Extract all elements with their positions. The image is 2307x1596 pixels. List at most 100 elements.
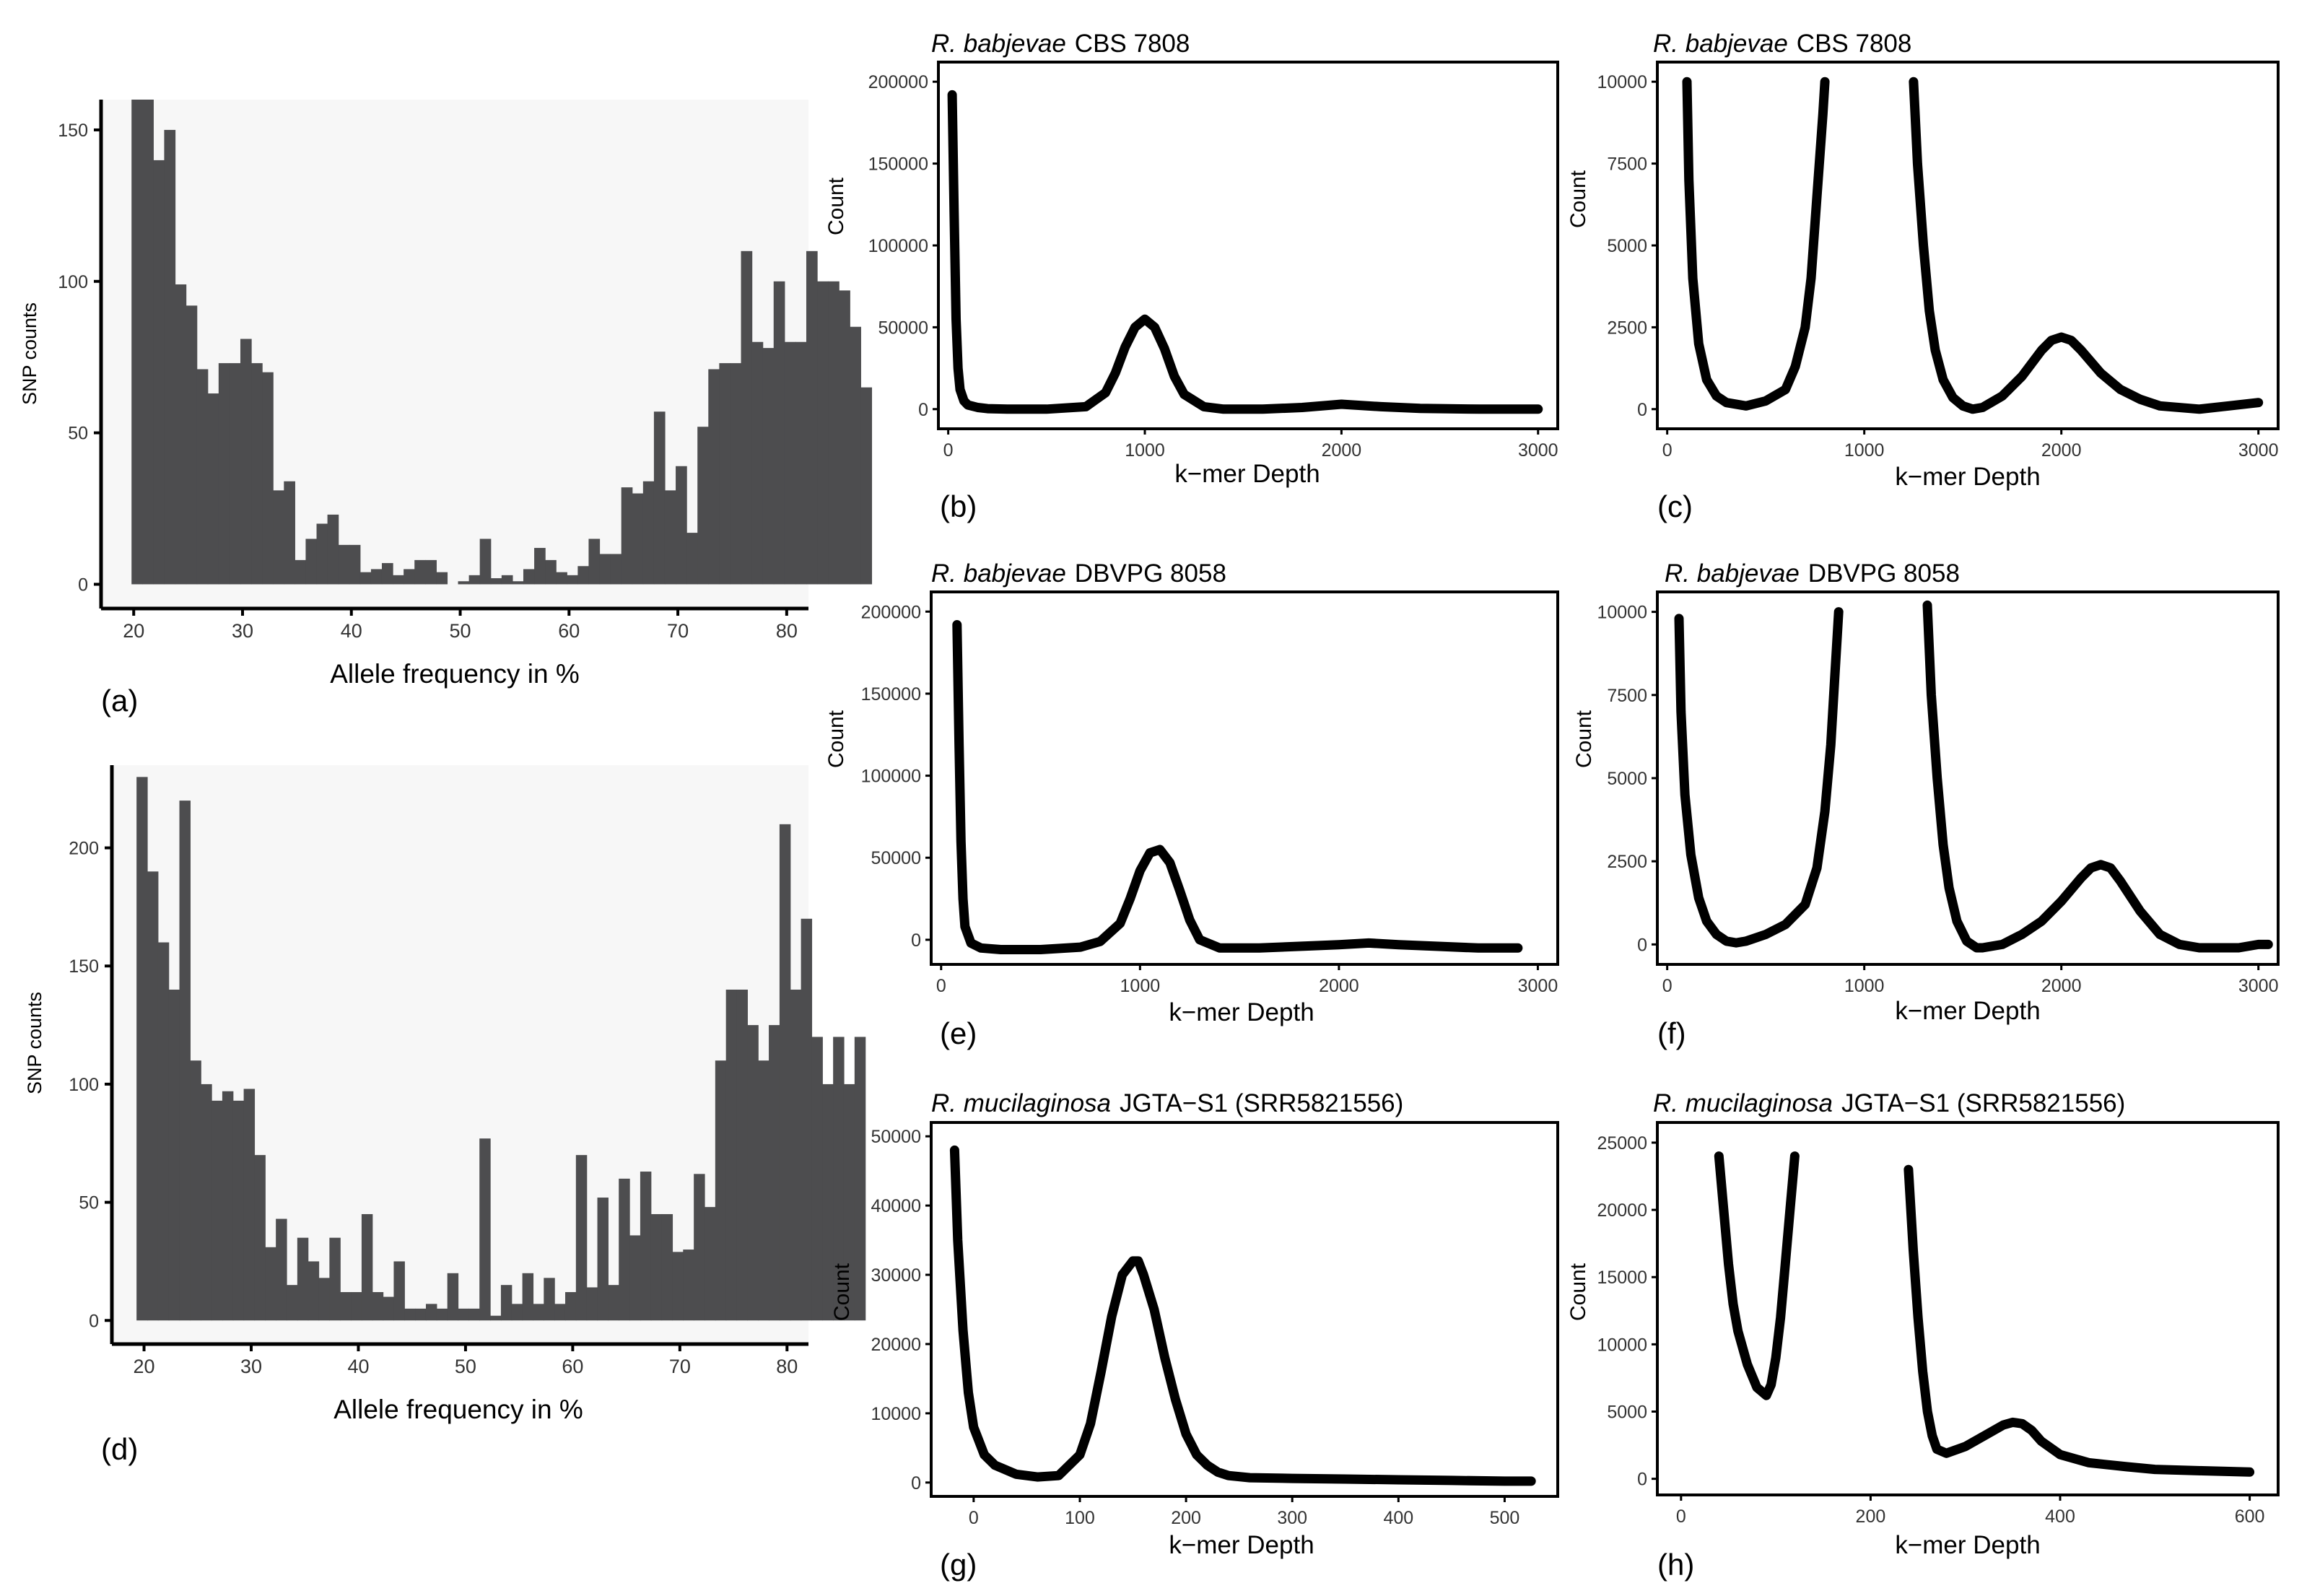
histogram-bar bbox=[619, 1178, 630, 1321]
panel-d: 0 50 100 150 200 20 30 40 50 60 70 80 Allele frequ… bbox=[24, 765, 866, 1466]
y-tick-label: 150000 bbox=[868, 154, 928, 175]
x-tick-label: 60 bbox=[562, 1356, 583, 1377]
y-tick-label: 2500 bbox=[1607, 318, 1647, 338]
histogram-bar bbox=[240, 339, 252, 585]
histogram-bar bbox=[327, 514, 339, 585]
kmer-curve bbox=[1682, 77, 1830, 411]
panel-f-x-axis-title: k−mer Depth bbox=[1895, 997, 2040, 1025]
x-tick-label: 3000 bbox=[2238, 440, 2279, 461]
histogram-bar bbox=[588, 538, 601, 585]
kmer-curve bbox=[947, 90, 1543, 414]
histogram-bar bbox=[500, 1285, 513, 1321]
y-tick-label: 100000 bbox=[861, 767, 921, 787]
histogram-bar bbox=[201, 1083, 212, 1321]
histogram-bar bbox=[640, 1172, 652, 1321]
y-tick-label: 7500 bbox=[1607, 154, 1647, 175]
x-tick-label: 2000 bbox=[1322, 440, 1362, 461]
panel-e-label: (e) bbox=[940, 1016, 977, 1050]
y-tick-label: 50000 bbox=[871, 1127, 921, 1147]
y-tick-label: 0 bbox=[78, 575, 88, 595]
x-tick-label: 0 bbox=[1662, 440, 1673, 461]
histogram-bar bbox=[544, 1278, 555, 1321]
histogram-bar bbox=[211, 1100, 223, 1321]
panel-f-label: (f) bbox=[1657, 1016, 1686, 1050]
panel-h-title-species: R. mucilaginosa bbox=[1653, 1089, 1833, 1117]
panel-h-curve bbox=[1714, 1151, 2255, 1477]
panel-b-label: (b) bbox=[940, 489, 977, 523]
x-tick-label: 40 bbox=[341, 620, 362, 642]
panel-b-curve bbox=[947, 90, 1543, 414]
histogram-bar bbox=[751, 341, 764, 585]
histogram-bar bbox=[359, 572, 372, 585]
histogram-bar bbox=[262, 372, 274, 585]
kmer-curve bbox=[1903, 1164, 2255, 1477]
panel-c-title-strain: CBS 7808 bbox=[1797, 30, 1912, 58]
histogram-bar bbox=[522, 1273, 534, 1321]
y-tick-label: 0 bbox=[89, 1311, 99, 1331]
histogram-bar bbox=[468, 575, 481, 585]
panel-h-label: (h) bbox=[1657, 1548, 1694, 1582]
histogram-bar bbox=[297, 1237, 309, 1321]
histogram-bar bbox=[468, 1308, 480, 1321]
y-tick-label: 50000 bbox=[871, 848, 921, 868]
panel-c-x-axis-title: k−mer Depth bbox=[1895, 463, 2040, 491]
histogram-bar bbox=[725, 989, 738, 1321]
histogram-bar bbox=[676, 466, 687, 585]
x-tick-label: 400 bbox=[2045, 1506, 2075, 1527]
panel-a-label: (a) bbox=[101, 684, 138, 718]
panel-e-ticks: 0 50000 100000 150000 200000 0 1000 2000 3000 bbox=[861, 602, 1558, 996]
panel-a: 0 50 100 150 20 30 40 50 60 70 80 Allele frequenc… bbox=[19, 100, 873, 718]
panel-c-plot-frame bbox=[1656, 61, 2280, 430]
y-tick-label: 30000 bbox=[871, 1265, 921, 1286]
panel-h: R. mucilaginosa JGTA−S1 (SRR5821556) 0 500… bbox=[1566, 1089, 2280, 1582]
y-tick-label: 15000 bbox=[1597, 1268, 1647, 1288]
histogram-bar bbox=[490, 1315, 502, 1321]
histogram-bar bbox=[577, 566, 590, 585]
histogram-bar bbox=[828, 281, 839, 585]
histogram-bar bbox=[632, 493, 644, 585]
y-tick-label: 0 bbox=[911, 1473, 921, 1493]
histogram-bar bbox=[575, 1155, 588, 1321]
histogram-bar bbox=[458, 581, 470, 585]
histogram-bar bbox=[196, 369, 209, 585]
panel-h-x-axis-title: k−mer Depth bbox=[1895, 1531, 2040, 1559]
y-tick-label: 50 bbox=[68, 424, 88, 444]
histogram-bar bbox=[276, 1218, 287, 1321]
histogram-bar bbox=[349, 544, 361, 585]
y-tick-label: 100 bbox=[69, 1075, 99, 1095]
histogram-bar bbox=[361, 1213, 373, 1321]
histogram-bar bbox=[479, 1138, 491, 1321]
x-tick-label: 70 bbox=[667, 620, 689, 642]
panel-e-curve bbox=[952, 620, 1523, 954]
histogram-bar bbox=[222, 1091, 234, 1321]
y-tick-label: 150 bbox=[69, 956, 99, 977]
panel-d-y-ticks: 0 50 100 150 200 bbox=[69, 839, 112, 1331]
x-tick-label: 2000 bbox=[2041, 440, 2082, 461]
histogram-bar bbox=[686, 533, 698, 585]
panel-e-title-strain: DBVPG 8058 bbox=[1075, 559, 1226, 588]
histogram-bar bbox=[511, 1304, 523, 1321]
y-tick-label: 0 bbox=[918, 400, 928, 420]
x-tick-label: 3000 bbox=[2238, 976, 2279, 996]
histogram-bar bbox=[338, 544, 350, 585]
histogram-bar bbox=[273, 490, 284, 585]
histogram-bar bbox=[329, 1237, 341, 1321]
histogram-bar bbox=[436, 1308, 448, 1321]
x-tick-label: 0 bbox=[936, 976, 946, 996]
panel-g-plot-frame bbox=[930, 1121, 1559, 1498]
histogram-bar bbox=[370, 569, 383, 585]
panel-f-plot-frame bbox=[1656, 590, 2280, 966]
x-tick-label: 1000 bbox=[1844, 440, 1885, 461]
histogram-bar bbox=[564, 1291, 577, 1321]
histogram-bar bbox=[795, 341, 807, 585]
histogram-bar bbox=[232, 1100, 245, 1321]
histogram-bar bbox=[425, 559, 437, 585]
y-tick-label: 10000 bbox=[871, 1404, 921, 1424]
histogram-bar bbox=[801, 918, 813, 1321]
histogram-bar bbox=[672, 1252, 684, 1321]
panel-b: R. babjevae CBS 7808 0 50000 100000 150000 20… bbox=[824, 30, 1559, 523]
panel-h-plot-frame bbox=[1656, 1121, 2280, 1496]
panel-c-ticks: 0 2500 5000 7500 10000 0 1000 2000 3000 bbox=[1597, 72, 2278, 461]
x-tick-label: 2000 bbox=[2041, 976, 2082, 996]
